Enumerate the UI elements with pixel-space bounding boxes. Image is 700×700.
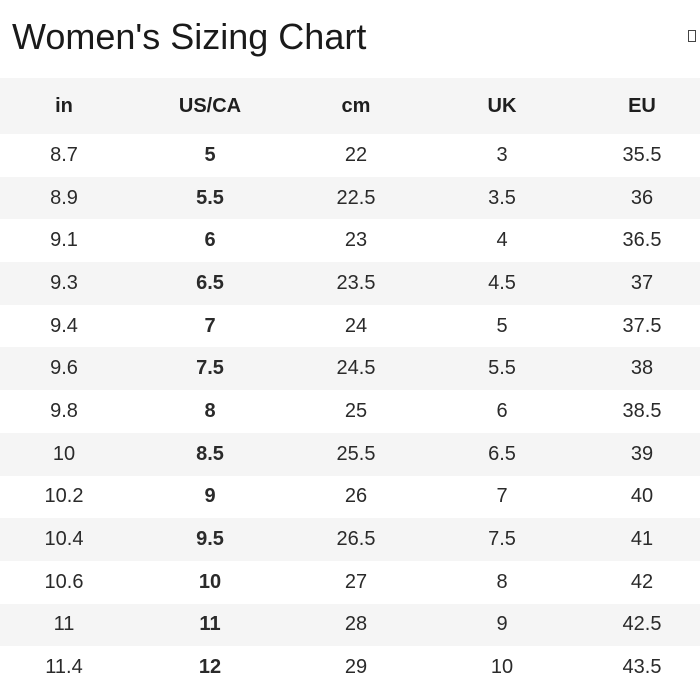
table-row: 8.7 5 22 3 35.5	[0, 134, 700, 177]
cell-us-ca: 6	[204, 229, 216, 252]
cell-us-ca: 9	[204, 485, 216, 508]
column-header-eu: EU	[628, 94, 656, 117]
table-row: 8.9 5.5 22.5 3.5 36	[0, 176, 700, 220]
cell-eu: 38.5	[622, 399, 662, 422]
cell-cm: 24.5	[336, 357, 376, 380]
cell-in: 11	[53, 613, 75, 636]
cell-us-ca: 12	[198, 656, 222, 679]
cell-uk: 6.5	[488, 442, 516, 465]
cell-in: 10.4	[44, 528, 84, 551]
header-row: in US/CA cm UK EU	[0, 78, 700, 134]
cell-uk: 9	[496, 613, 508, 636]
cell-uk: 4	[496, 229, 508, 252]
cell-in: 9.1	[50, 229, 78, 252]
cell-eu: 42	[630, 570, 654, 593]
page-title: Women's Sizing Chart	[12, 16, 367, 57]
cell-in: 9.3	[50, 271, 78, 294]
cell-cm: 26.5	[336, 528, 376, 551]
cell-us-ca: 8	[204, 399, 216, 422]
cell-eu: 36	[630, 186, 654, 209]
table-row: 11.4 12 29 10 43.5	[0, 646, 700, 689]
cell-cm: 24	[344, 314, 368, 337]
cell-cm: 22	[344, 143, 368, 166]
cell-us-ca: 9.5	[196, 528, 224, 551]
table-row: 9.1 6 23 4 36.5	[0, 219, 700, 263]
table-body: 8.7 5 22 3 35.5 8.9 5.5 22.5 3.5 36 9.1 6 23 4 36.5 9.3…	[0, 134, 700, 689]
table-header: in US/CA cm UK EU	[0, 78, 700, 134]
table-row: 10 8.5 25.5 6.5 39	[0, 432, 700, 476]
size-table: in US/CA cm UK EU 8.7 5 22 3 35.5 8.9 5.5 22.5 3…	[0, 78, 700, 689]
cell-in: 8.9	[50, 186, 78, 209]
cell-eu: 40	[630, 485, 654, 508]
cell-cm: 29	[344, 656, 368, 679]
table-row: 10.6 10 27 8 42	[0, 560, 700, 604]
cell-uk: 3	[496, 143, 508, 166]
cell-in: 9.6	[50, 357, 78, 380]
cell-us-ca: 5	[204, 143, 216, 166]
cell-us-ca: 7.5	[196, 357, 224, 380]
cell-us-ca: 11	[199, 613, 221, 636]
cell-cm: 26	[344, 485, 368, 508]
cell-eu: 43.5	[622, 656, 662, 679]
cell-eu: 41	[630, 528, 654, 551]
cell-in: 9.4	[50, 314, 78, 337]
cell-eu: 42.5	[622, 613, 662, 636]
cell-us-ca: 5.5	[196, 186, 224, 209]
cell-uk: 5.5	[488, 357, 516, 380]
cell-uk: 5	[496, 314, 508, 337]
table-row: 9.4 7 24 5 37.5	[0, 304, 700, 348]
cell-eu: 36.5	[622, 229, 662, 252]
cell-us-ca: 10	[198, 570, 222, 593]
cell-uk: 4.5	[488, 271, 516, 294]
cell-uk: 6	[496, 399, 508, 422]
cell-eu: 37.5	[622, 314, 662, 337]
cell-us-ca: 6.5	[196, 271, 224, 294]
cell-in: 9.8	[50, 399, 78, 422]
cell-eu: 35.5	[622, 143, 662, 166]
cell-cm: 22.5	[336, 186, 376, 209]
cell-cm: 23	[344, 229, 368, 252]
cell-uk: 3.5	[488, 186, 516, 209]
cell-in: 10.6	[44, 570, 84, 593]
cell-us-ca: 8.5	[196, 442, 224, 465]
table-row: 10.2 9 26 7 40	[0, 475, 700, 519]
cell-in: 11.4	[45, 656, 83, 679]
cell-cm: 25	[344, 399, 368, 422]
table-row: 10.4 9.5 26.5 7.5 41	[0, 518, 700, 561]
cell-uk: 7	[496, 485, 508, 508]
cell-uk: 10	[490, 656, 514, 679]
column-header-us-ca: US/CA	[178, 94, 242, 117]
cell-cm: 23.5	[336, 271, 376, 294]
cell-cm: 27	[344, 570, 368, 593]
table-row: 9.8 8 25 6 38.5	[0, 390, 700, 433]
cell-eu: 37	[630, 271, 654, 294]
cell-in: 8.7	[50, 143, 78, 166]
cell-eu: 39	[630, 442, 654, 465]
cell-us-ca: 7	[204, 314, 216, 337]
cell-cm: 25.5	[336, 442, 376, 465]
close-icon[interactable]	[688, 30, 696, 42]
column-header-in: in	[55, 94, 73, 117]
cell-in: 10.2	[44, 485, 84, 508]
table-row: 11 11 28 9 42.5	[0, 603, 700, 647]
cell-eu: 38	[630, 357, 654, 380]
cell-uk: 8	[496, 570, 508, 593]
cell-in: 10	[52, 442, 76, 465]
title-bar: Women's Sizing Chart	[0, 0, 700, 78]
cell-cm: 28	[344, 613, 368, 636]
cell-uk: 7.5	[488, 528, 516, 551]
table-row: 9.3 6.5 23.5 4.5 37	[0, 262, 700, 305]
table-row: 9.6 7.5 24.5 5.5 38	[0, 347, 700, 391]
column-header-cm: cm	[341, 94, 371, 117]
column-header-uk: UK	[487, 94, 517, 117]
